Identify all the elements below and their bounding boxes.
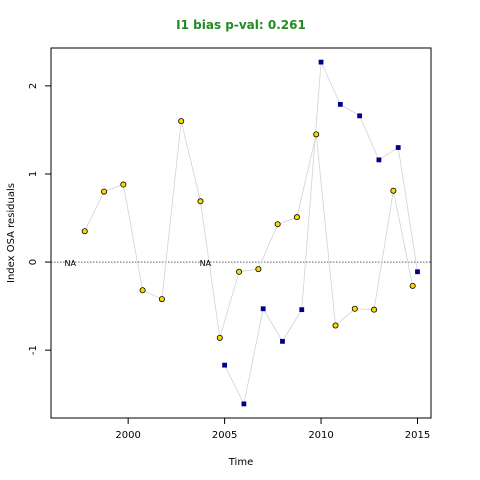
- na-label: NA: [65, 259, 77, 268]
- plot-area: 2000 2005 2010 2015 -1 0 1 2 NA NA: [28, 47, 432, 441]
- data-point-circle: [332, 322, 339, 329]
- y-tick-label: -1: [28, 345, 39, 355]
- na-label: NA: [200, 259, 212, 268]
- data-point-circle: [351, 305, 358, 312]
- data-point-square: [318, 59, 324, 65]
- data-point-circle: [178, 118, 185, 125]
- x-tick-label: 2005: [212, 430, 237, 441]
- data-point-circle: [197, 198, 204, 205]
- x-tick-label: 2010: [308, 430, 333, 441]
- data-point-circle: [293, 214, 300, 221]
- data-point-circle: [81, 228, 88, 235]
- data-point-circle: [120, 181, 127, 188]
- chart-title: I1 bias p-val: 0.261: [176, 18, 306, 32]
- data-point-circle: [236, 268, 243, 275]
- data-point-square: [299, 307, 305, 313]
- data-point-square: [415, 269, 420, 275]
- data-point-square: [395, 145, 401, 150]
- series-line-0: [84, 121, 414, 338]
- data-point-square: [260, 306, 266, 312]
- data-point-circle: [158, 296, 165, 303]
- y-tick-label: 0: [28, 259, 39, 265]
- data-point-circle: [390, 187, 397, 194]
- data-point-square: [337, 101, 343, 107]
- series-line-1: [224, 60, 418, 406]
- data-point-circle: [371, 306, 378, 313]
- data-point-square: [280, 338, 285, 344]
- y-axis-label: Index OSA residuals: [6, 183, 17, 283]
- data-point-circle: [216, 334, 223, 341]
- y-tick-label: 2: [28, 83, 39, 89]
- data-point-circle: [101, 188, 108, 195]
- data-point-circle: [255, 266, 262, 273]
- data-point-circle: [313, 131, 320, 138]
- plot-frame: [50, 47, 432, 419]
- data-point-square: [376, 157, 382, 163]
- data-point-square: [241, 401, 247, 407]
- x-tick-label: 2015: [405, 430, 430, 441]
- data-point-circle: [139, 287, 146, 294]
- x-axis-label: Time: [228, 457, 253, 468]
- data-point-square: [357, 113, 363, 119]
- x-tick-label: 2000: [115, 430, 140, 441]
- data-point-square: [222, 362, 228, 368]
- data-point-circle: [409, 282, 416, 289]
- y-tick-label: 1: [28, 171, 39, 177]
- data-point-circle: [274, 221, 281, 228]
